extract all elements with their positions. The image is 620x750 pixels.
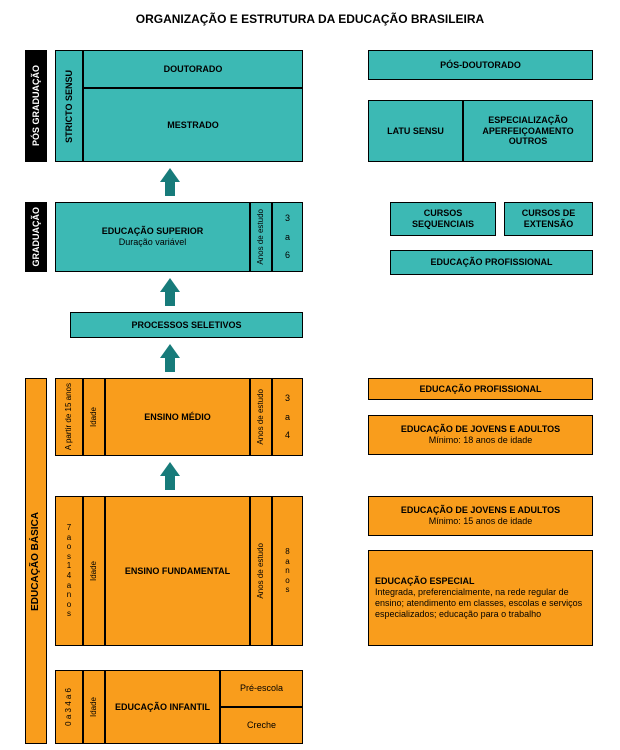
pre-escola: Pré-escola	[220, 670, 303, 707]
infantil-idade-label: Idade	[83, 670, 105, 744]
cursos-extensao: CURSOS DE EXTENSÃO	[504, 202, 593, 236]
educacao-infantil: EDUCAÇÃO INFANTIL	[105, 670, 220, 744]
mestrado: MESTRADO	[83, 88, 303, 162]
cursos-sequenciais: CURSOS SEQUENCIAIS	[390, 202, 496, 236]
infantil-idade-val: 0 a 3 4 a 6	[55, 670, 83, 744]
level-pos-graduacao: PÓS GRADUAÇÃO	[25, 50, 47, 162]
medio-idade-label: Idade	[83, 378, 105, 456]
level-educacao-basica: EDUCAÇÃO BÁSICA	[25, 378, 47, 744]
especializacao: ESPECIALIZAÇÃO APERFEIÇOAMENTO OUTROS	[463, 100, 593, 162]
processos-seletivos: PROCESSOS SELETIVOS	[70, 312, 303, 338]
ensino-medio: ENSINO MÉDIO	[105, 378, 250, 456]
educacao-superior: EDUCAÇÃO SUPERIOR Duração variável	[55, 202, 250, 272]
latu-sensu: LATU SENSU	[368, 100, 463, 162]
fund-eja: EDUCAÇÃO DE JOVENS E ADULTOS Mínimo: 15 …	[368, 496, 593, 536]
grad-profissional: EDUCAÇÃO PROFISSIONAL	[390, 250, 593, 275]
fund-anos-val: 8 a n o s	[272, 496, 303, 646]
fund-idade-val: 7 a o s 1 4 a n o s	[55, 496, 83, 646]
creche: Creche	[220, 707, 303, 744]
grad-anos-val: 3a6	[272, 202, 303, 272]
pos-doutorado: PÓS-DOUTORADO	[368, 50, 593, 80]
grad-anos-label: Anos de estudo	[250, 202, 272, 272]
medio-anos-label: Anos de estudo	[250, 378, 272, 456]
doutorado: DOUTORADO	[83, 50, 303, 88]
up-arrow-icon	[160, 462, 180, 476]
up-arrow-icon	[160, 344, 180, 358]
up-arrow-icon	[160, 278, 180, 292]
educacao-especial: EDUCAÇÃO ESPECIAL Integrada, preferencia…	[368, 550, 593, 646]
ensino-fundamental: ENSINO FUNDAMENTAL	[105, 496, 250, 646]
medio-eja: EDUCAÇÃO DE JOVENS E ADULTOS Mínimo: 18 …	[368, 415, 593, 455]
fund-anos-label: Anos de estudo	[250, 496, 272, 646]
fund-idade-label: Idade	[83, 496, 105, 646]
up-arrow-icon	[160, 168, 180, 182]
medio-idade-val: A partir de 15 anos	[55, 378, 83, 456]
stricto-sensu: STRICTO SENSU	[55, 50, 83, 162]
medio-anos-val: 3a4	[272, 378, 303, 456]
level-graduacao: GRADUAÇÃO	[25, 202, 47, 272]
page-title: ORGANIZAÇÃO E ESTRUTURA DA EDUCAÇÃO BRAS…	[0, 0, 620, 44]
medio-profissional: EDUCAÇÃO PROFISSIONAL	[368, 378, 593, 400]
